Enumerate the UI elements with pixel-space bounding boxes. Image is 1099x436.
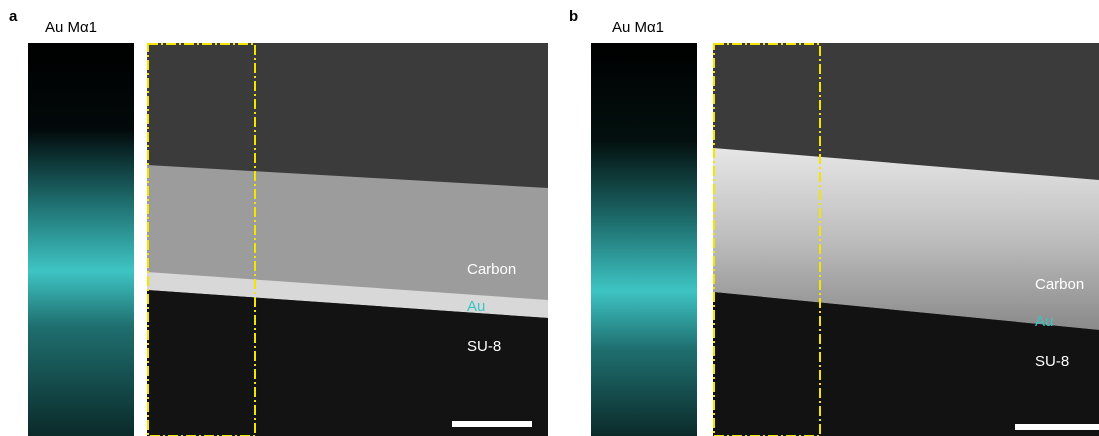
layer-label: Carbon [467,261,516,278]
figure: a Au Mα1 Carbon Au SU-8 b Au Mα1 Carbon … [0,0,1099,436]
eds-map [591,43,697,436]
eds-map [28,43,134,436]
panel-label: b [569,8,578,25]
panel-b: b Au Mα1 Carbon Au SU-8 [569,8,1099,436]
map-title: Au Mα1 [612,19,664,36]
scale-bar [1015,424,1099,430]
layer-label: Carbon [1035,276,1084,293]
panel-a: a Au Mα1 Carbon Au SU-8 [9,8,548,436]
layer-label: SU-8 [1035,353,1069,370]
map-title: Au Mα1 [45,19,97,36]
panel-label: a [9,8,18,25]
layer-label: SU-8 [467,338,501,355]
layer-label: Au [467,298,485,315]
layer-label: Au [1035,313,1053,330]
scale-bar [452,421,532,427]
